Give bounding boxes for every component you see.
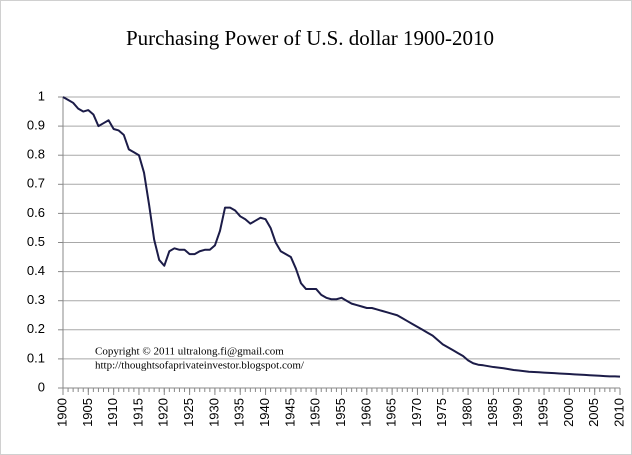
x-tick-label: 1935 bbox=[232, 398, 247, 427]
x-tick-label: 1975 bbox=[434, 398, 449, 427]
x-tick-label: 1970 bbox=[409, 398, 424, 427]
data-line bbox=[62, 96, 621, 378]
x-tick-label: 1985 bbox=[485, 398, 500, 427]
x-tick-label: 1965 bbox=[384, 398, 399, 427]
x-tick-label: 1950 bbox=[308, 398, 323, 427]
x-tick-label: 1905 bbox=[80, 398, 95, 427]
y-tick-label: 0.2 bbox=[27, 321, 45, 336]
y-tick-label: 0.4 bbox=[27, 263, 45, 278]
x-tick-label: 1955 bbox=[333, 398, 348, 427]
annotation: Copyright © 2011 ultralong.fi@gmail.com bbox=[95, 346, 284, 358]
y-tick-label: 0.7 bbox=[27, 176, 45, 191]
x-tick-label: 1995 bbox=[535, 398, 550, 427]
y-tick-label: 0.9 bbox=[27, 118, 45, 133]
x-tick-label: 1990 bbox=[510, 398, 525, 427]
y-tick-label: 0.5 bbox=[27, 234, 45, 249]
y-tick-label: 0.8 bbox=[27, 147, 45, 162]
y-tick-label: 0.3 bbox=[27, 292, 45, 307]
x-tick-label: 1960 bbox=[358, 398, 373, 427]
y-tick-label: 1 bbox=[38, 88, 45, 103]
x-tick-label: 1945 bbox=[282, 398, 297, 427]
y-tick-label: 0.1 bbox=[27, 350, 45, 365]
y-tick-label: 0 bbox=[38, 379, 45, 394]
x-tick-label: 1920 bbox=[156, 398, 171, 427]
y-tick-label: 0.6 bbox=[27, 205, 45, 220]
chart-title: Purchasing Power of U.S. dollar 1900-201… bbox=[126, 26, 494, 50]
annotation: http://thoughtsofaprivateinvestor.blogsp… bbox=[95, 360, 305, 372]
x-tick-label: 1930 bbox=[206, 398, 221, 427]
x-tick-label: 1940 bbox=[257, 398, 272, 427]
x-tick-label: 1915 bbox=[130, 398, 145, 427]
x-tick-label: 2005 bbox=[586, 398, 601, 427]
x-tick-label: 1910 bbox=[105, 398, 120, 427]
x-tick-label: 1980 bbox=[460, 398, 475, 427]
x-tick-label: 2000 bbox=[561, 398, 576, 427]
x-tick-label: 2010 bbox=[611, 398, 626, 427]
x-tick-label: 1900 bbox=[54, 398, 69, 427]
x-tick-label: 1925 bbox=[181, 398, 196, 427]
